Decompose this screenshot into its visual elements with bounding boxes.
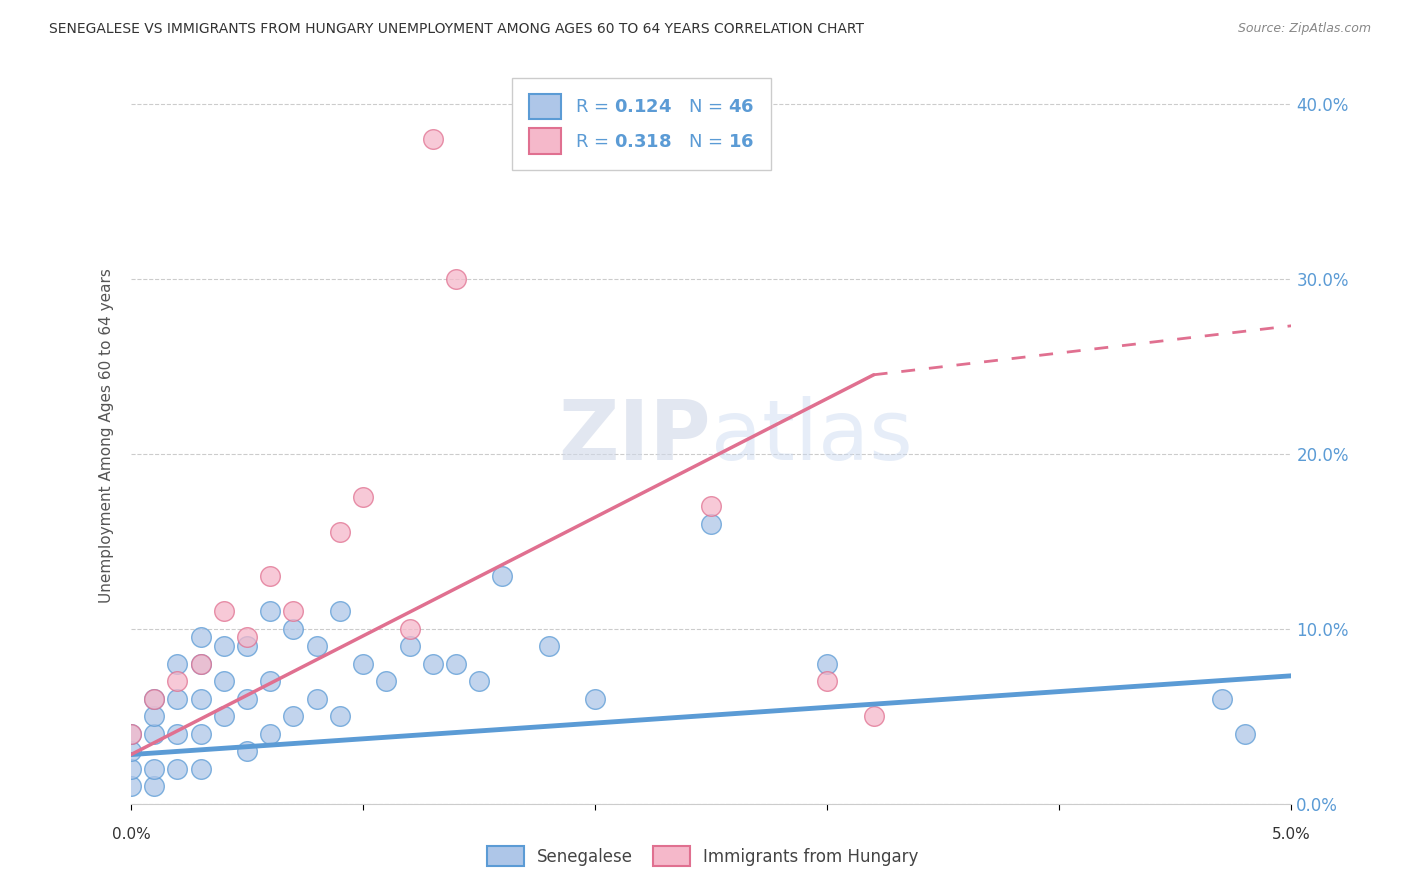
Point	[166, 691, 188, 706]
Text: 0.0%: 0.0%	[111, 827, 150, 842]
Point	[444, 271, 467, 285]
Point	[329, 604, 352, 618]
Point	[491, 569, 513, 583]
Point	[259, 569, 281, 583]
Point	[166, 674, 188, 689]
Point	[329, 525, 352, 540]
Point	[143, 779, 166, 793]
Point	[143, 709, 166, 723]
Point	[143, 762, 166, 776]
Point	[190, 726, 212, 740]
Point	[212, 604, 235, 618]
Point	[468, 674, 491, 689]
Point	[120, 726, 142, 740]
Point	[352, 657, 374, 671]
Point	[422, 657, 444, 671]
Point	[305, 639, 328, 653]
Point	[283, 709, 305, 723]
Point	[398, 639, 420, 653]
Point	[537, 639, 560, 653]
Point	[398, 622, 420, 636]
Point	[862, 709, 884, 723]
Point	[236, 630, 259, 644]
Point	[190, 691, 212, 706]
Legend: Senegalese, Immigrants from Hungary: Senegalese, Immigrants from Hungary	[479, 838, 927, 875]
Point	[120, 726, 142, 740]
Point	[444, 657, 467, 671]
Point	[283, 622, 305, 636]
Point	[120, 779, 142, 793]
Point	[236, 639, 259, 653]
Point	[259, 604, 281, 618]
Point	[120, 744, 142, 758]
Point	[352, 491, 374, 505]
Y-axis label: Unemployment Among Ages 60 to 64 years: Unemployment Among Ages 60 to 64 years	[100, 268, 114, 604]
Point	[422, 131, 444, 145]
Point	[1211, 691, 1233, 706]
Point	[120, 762, 142, 776]
Point	[305, 691, 328, 706]
Point	[815, 657, 838, 671]
Point	[166, 657, 188, 671]
Point	[143, 726, 166, 740]
Point	[815, 674, 838, 689]
Text: SENEGALESE VS IMMIGRANTS FROM HUNGARY UNEMPLOYMENT AMONG AGES 60 TO 64 YEARS COR: SENEGALESE VS IMMIGRANTS FROM HUNGARY UN…	[49, 22, 865, 37]
Point	[236, 744, 259, 758]
Point	[190, 762, 212, 776]
Point	[283, 604, 305, 618]
Point	[700, 516, 723, 531]
Legend: R = $\mathbf{0.124}$   N = $\mathbf{46}$, R = $\mathbf{0.318}$   N = $\mathbf{16: R = $\mathbf{0.124}$ N = $\mathbf{46}$, …	[512, 78, 770, 170]
Point	[212, 674, 235, 689]
Point	[166, 762, 188, 776]
Point	[190, 630, 212, 644]
Point	[212, 639, 235, 653]
Text: ZIP: ZIP	[558, 395, 711, 476]
Point	[236, 691, 259, 706]
Point	[143, 691, 166, 706]
Point	[190, 657, 212, 671]
Point	[1234, 726, 1257, 740]
Text: atlas: atlas	[711, 395, 912, 476]
Point	[259, 726, 281, 740]
Point	[329, 709, 352, 723]
Point	[700, 499, 723, 513]
Point	[143, 691, 166, 706]
Point	[375, 674, 398, 689]
Text: 5.0%: 5.0%	[1272, 827, 1310, 842]
Point	[583, 691, 606, 706]
Text: Source: ZipAtlas.com: Source: ZipAtlas.com	[1237, 22, 1371, 36]
Point	[166, 726, 188, 740]
Point	[212, 709, 235, 723]
Point	[259, 674, 281, 689]
Point	[190, 657, 212, 671]
